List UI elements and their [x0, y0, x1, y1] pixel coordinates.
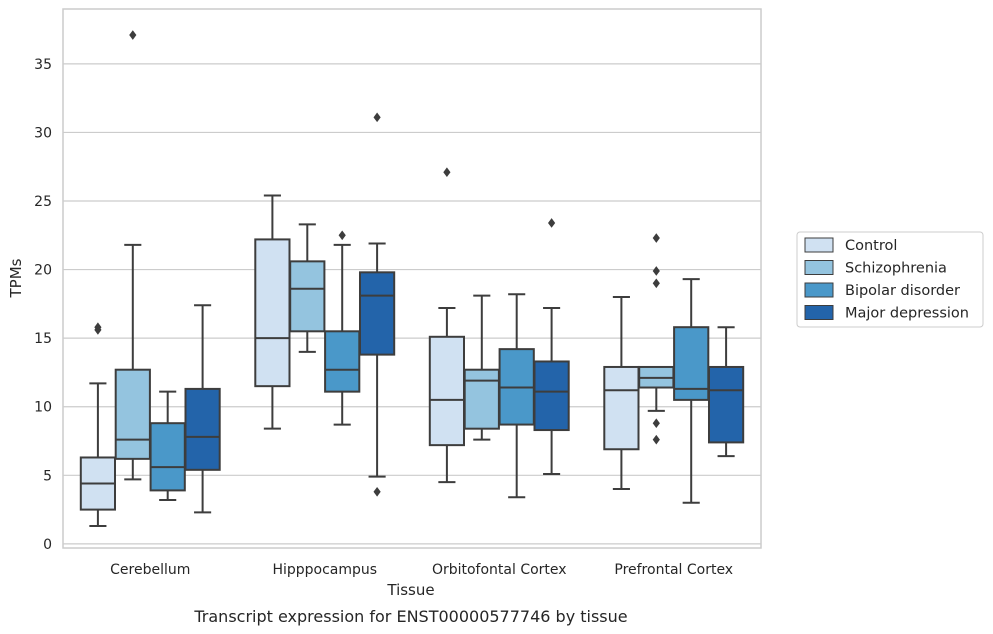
- y-tick-label: 10: [34, 400, 52, 416]
- box-group: [358, 112, 396, 497]
- box-iqr: [149, 422, 186, 492]
- y-tick-label: 25: [34, 194, 52, 210]
- x-tick-label: Cerebellum: [110, 562, 190, 578]
- y-axis-ticks: 0 5 10 15 20 25 30 35: [34, 57, 52, 553]
- box-group: [289, 223, 326, 353]
- box-group: [79, 322, 117, 528]
- legend-label: Bipolar disorder: [845, 283, 960, 299]
- outlier-point: [548, 218, 556, 228]
- legend-items: Control Schizophrenia Bipolar disorder Majo…: [804, 237, 969, 322]
- legend-swatch: [804, 237, 834, 253]
- box-group: [498, 293, 535, 499]
- box-group: [428, 167, 466, 484]
- x-axis-label: Tissue: [386, 581, 434, 599]
- outlier-point: [373, 486, 381, 497]
- box-group: [533, 218, 570, 475]
- y-tick-label: 0: [43, 537, 52, 553]
- legend: Control Schizophrenia Bipolar disorder Majo…: [796, 231, 984, 328]
- outlier-point: [373, 112, 381, 123]
- box-iqr: [533, 360, 570, 432]
- legend-swatch: [804, 282, 834, 298]
- box-iqr: [324, 330, 361, 393]
- outlier-point: [652, 418, 660, 428]
- box-group: [324, 230, 361, 426]
- y-tick-label: 5: [43, 468, 52, 484]
- box-group: [184, 304, 221, 514]
- outlier-point: [443, 167, 451, 178]
- legend-label: Control: [845, 238, 897, 254]
- x-axis-ticks: Cerebellum Hipppocampus Orbitofontal Corte…: [110, 562, 733, 578]
- chart-caption: Transcript expression for ENST0000057774…: [193, 607, 627, 626]
- outlier-point: [652, 266, 660, 276]
- y-tick-label: 20: [34, 263, 52, 279]
- outlier-point: [652, 278, 660, 289]
- legend-swatch: [804, 260, 834, 275]
- legend-swatch: [804, 305, 834, 320]
- y-tick-label: 30: [34, 125, 52, 141]
- box-group: [463, 294, 500, 441]
- outlier-point: [652, 233, 660, 243]
- box-iqr: [289, 260, 326, 333]
- box-group: [149, 390, 186, 501]
- x-tick-label: Orbitofontal Cortex: [432, 562, 567, 578]
- box-iqr: [254, 238, 291, 388]
- box-group: [114, 30, 151, 481]
- y-tick-label: 15: [34, 331, 52, 347]
- box-group: [254, 194, 291, 430]
- boxes-layer: [79, 30, 745, 528]
- box-group: [638, 233, 675, 445]
- y-tick-label: 35: [34, 57, 52, 73]
- box-iqr: [114, 368, 151, 460]
- outlier-point: [338, 230, 346, 241]
- legend-label: Major depression: [845, 306, 969, 322]
- box-iqr: [673, 326, 710, 401]
- box-iqr: [603, 365, 640, 451]
- box-iqr: [184, 387, 221, 471]
- box-iqr: [463, 368, 500, 430]
- box-iqr: [707, 365, 745, 444]
- y-axis-label: TPMs: [7, 258, 25, 298]
- box-group: [707, 326, 745, 458]
- legend-label: Schizophrenia: [845, 261, 947, 277]
- box-group: [673, 278, 710, 504]
- outlier-point: [94, 322, 102, 332]
- x-tick-label: Hipppocampus: [272, 562, 377, 578]
- outlier-point: [129, 30, 137, 40]
- plot-frame: [62, 8, 762, 549]
- legend-frame: [796, 231, 984, 328]
- box-iqr: [358, 271, 396, 356]
- box-group: [603, 296, 640, 491]
- box-iqr: [428, 335, 466, 447]
- x-tick-label: Prefrontal Cortex: [614, 562, 733, 578]
- outlier-point: [652, 434, 660, 445]
